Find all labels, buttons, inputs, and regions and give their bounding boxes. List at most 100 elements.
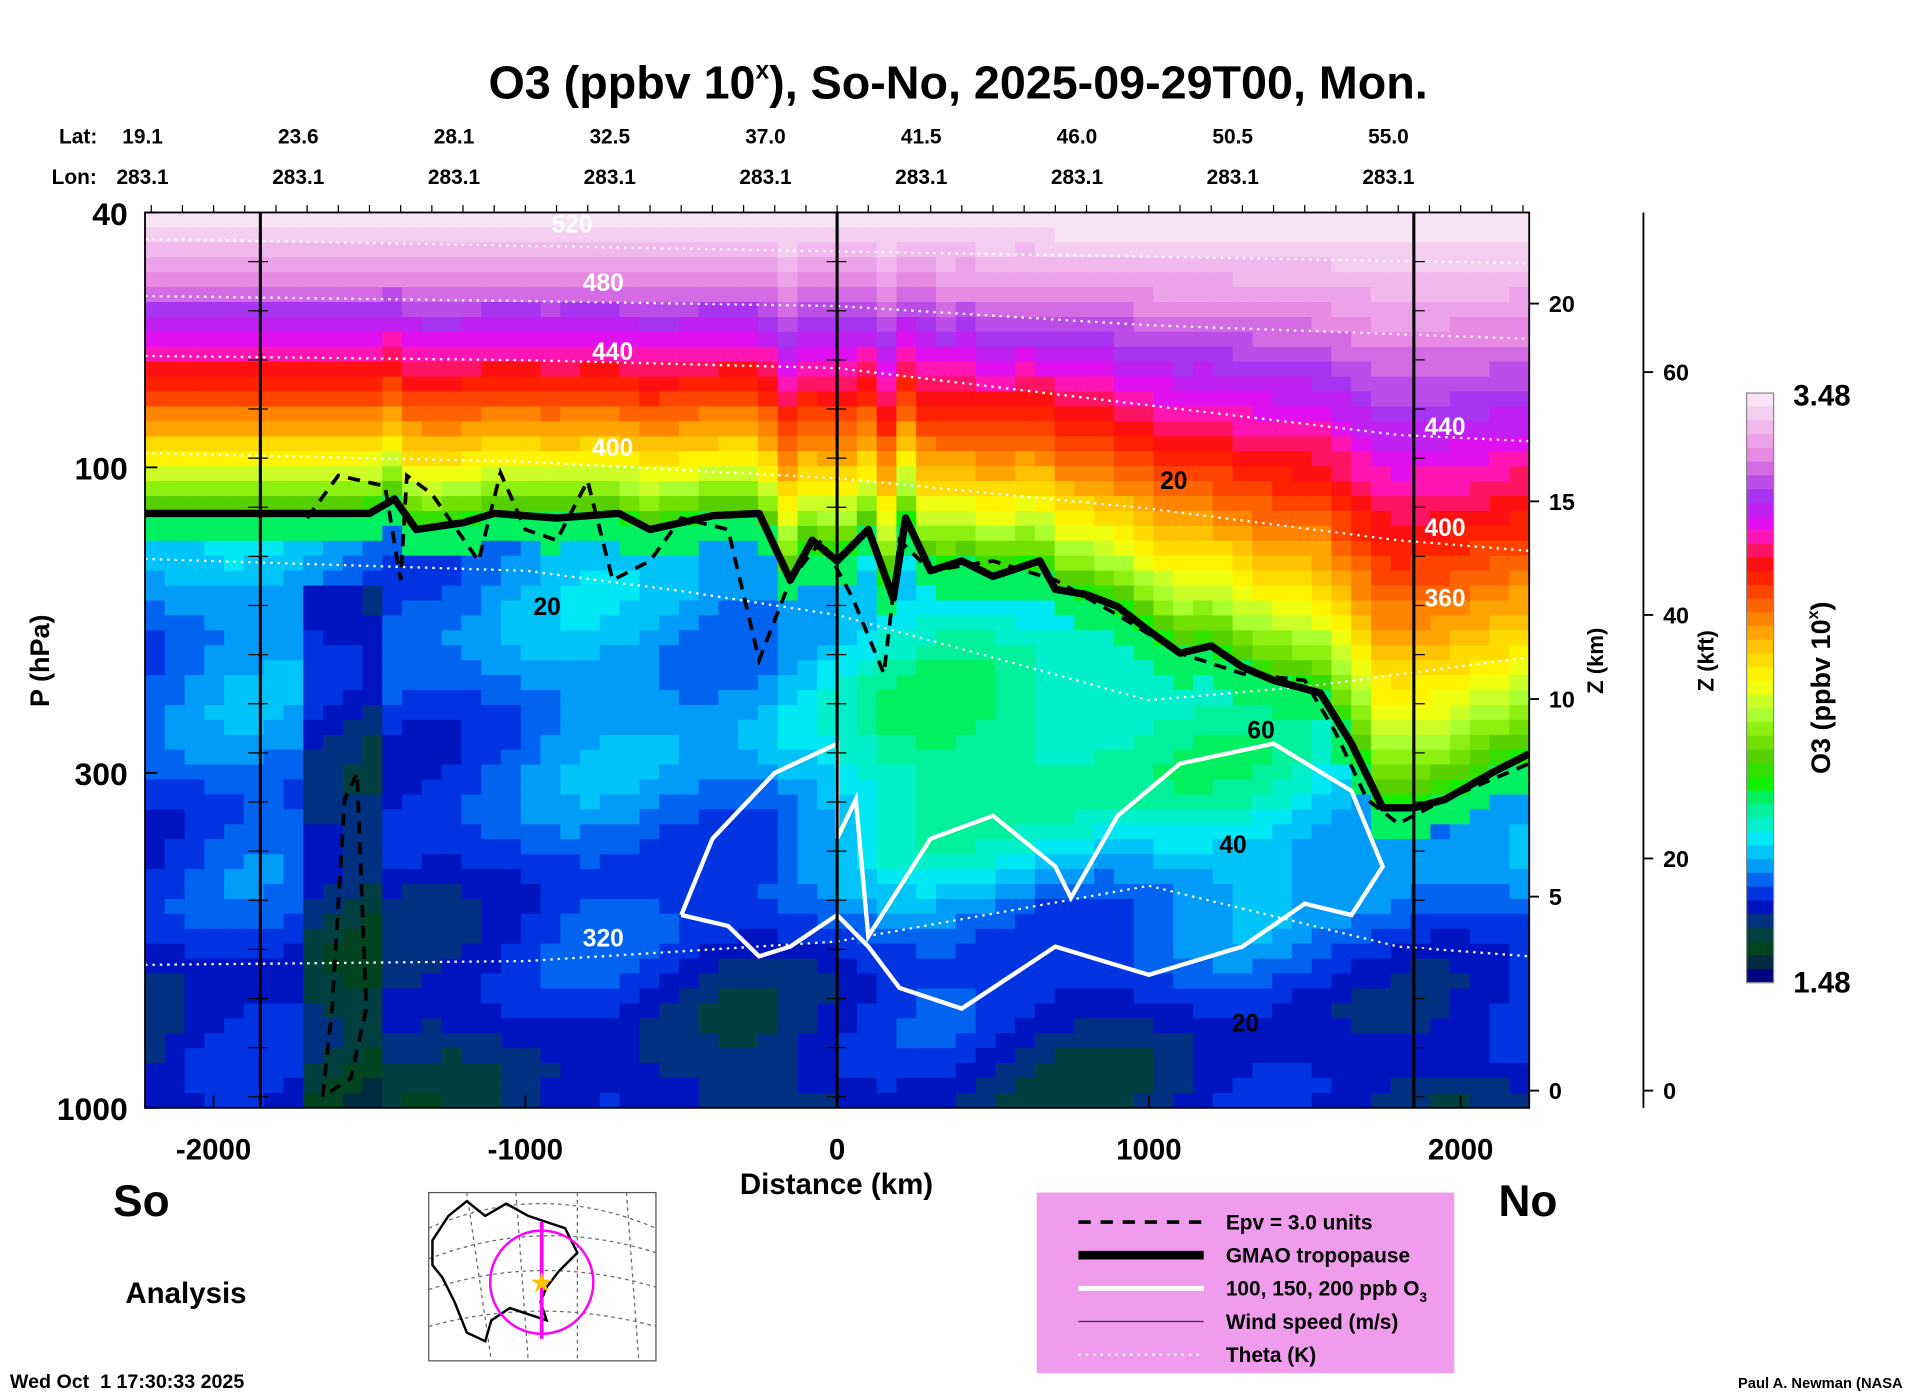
- field-cell: [758, 1048, 779, 1064]
- field-cell: [1430, 943, 1451, 960]
- field-cell: [837, 779, 858, 796]
- field-cell: [184, 421, 206, 437]
- field-cell: [1311, 496, 1333, 512]
- field-cell: [1489, 1003, 1511, 1020]
- field-cell: [402, 1003, 423, 1020]
- legend-label: Theta (K): [1226, 1344, 1316, 1367]
- field-cell: [1331, 376, 1352, 393]
- field-cell: [520, 361, 542, 378]
- field-cell: [1390, 884, 1412, 900]
- field-cell: [560, 973, 581, 990]
- field-cell: [1113, 1048, 1135, 1064]
- field-cell: [876, 764, 898, 781]
- field-cell: [362, 943, 384, 960]
- field-cell: [1015, 854, 1036, 870]
- field-cell: [995, 391, 1016, 408]
- field-cell: [935, 854, 957, 870]
- field-cell: [461, 481, 482, 497]
- field-cell: [1371, 302, 1392, 318]
- field-cell: [421, 555, 443, 572]
- location-map: ★: [428, 1191, 657, 1362]
- field-cell: [935, 958, 957, 975]
- field-cell: [1153, 302, 1175, 318]
- field-cell: [1450, 1077, 1471, 1094]
- field-cell: [975, 451, 997, 467]
- field-cell: [1153, 615, 1175, 632]
- field-cell: [184, 1048, 206, 1064]
- field-cell: [1450, 734, 1471, 751]
- field-cell: [1034, 421, 1056, 437]
- field-cell: [975, 1048, 997, 1064]
- field-cell: [1153, 525, 1175, 542]
- field-cell: [975, 1018, 997, 1034]
- field-cell: [856, 1048, 878, 1064]
- field-cell: [1054, 988, 1076, 1005]
- field-cell: [1509, 824, 1530, 840]
- field-cell: [896, 227, 917, 244]
- field-cell: [896, 898, 917, 915]
- field-cell: [1094, 406, 1115, 423]
- field-cell: [738, 734, 759, 751]
- theta-contour-520: [145, 237, 1530, 265]
- field-cell: [1390, 421, 1412, 437]
- field-cell: [975, 615, 997, 632]
- field-cell: [896, 779, 917, 796]
- field-cell: [659, 734, 680, 751]
- field-cell: [1351, 988, 1372, 1005]
- field-cell: [777, 794, 799, 811]
- field-cell: [1232, 869, 1254, 885]
- field-cell: [1469, 749, 1491, 766]
- field-cell: [876, 481, 898, 497]
- field-cell: [1509, 704, 1530, 721]
- field-cell: [382, 809, 403, 825]
- field-cell: [1094, 794, 1115, 811]
- field-cell: [441, 704, 463, 721]
- field-cell: [1193, 764, 1214, 781]
- field-cell: [995, 316, 1016, 333]
- field-cell: [975, 1033, 997, 1049]
- field-cell: [639, 1048, 660, 1064]
- field-cell: [145, 346, 166, 363]
- field-cell: [283, 764, 304, 781]
- field-cell: [1054, 406, 1076, 423]
- field-cell: [856, 779, 878, 796]
- field-cell: [204, 570, 225, 587]
- field-cell: [402, 913, 423, 930]
- field-cell: [1410, 287, 1432, 303]
- field-cell: [837, 1063, 858, 1079]
- field-cell: [678, 839, 700, 855]
- field-cell: [441, 481, 463, 497]
- field-cell: [837, 734, 858, 751]
- field-cell: [1054, 600, 1076, 617]
- field-cell: [500, 1092, 522, 1108]
- field-cell: [639, 1033, 660, 1049]
- field-cell: [1074, 734, 1095, 751]
- field-cell: [1489, 824, 1511, 840]
- field-cell: [698, 884, 720, 900]
- field-cell: [540, 1063, 562, 1079]
- field-cell: [1212, 884, 1234, 900]
- field-cell: [1074, 958, 1095, 975]
- field-cell: [1252, 884, 1273, 900]
- field-cell: [1489, 1063, 1511, 1079]
- field-cell: [461, 645, 482, 661]
- field-cell: [659, 361, 680, 378]
- field-cell: [382, 749, 403, 766]
- field-cell: [817, 1003, 838, 1020]
- field-cell: [184, 794, 206, 811]
- field-cell: [678, 376, 700, 393]
- field-cell: [1074, 630, 1095, 646]
- field-cell: [995, 510, 1016, 527]
- field-cell: [204, 436, 225, 452]
- field-cell: [797, 1077, 819, 1094]
- field-cell: [1410, 913, 1432, 930]
- field-cell: [975, 540, 997, 557]
- field-cell: [1311, 406, 1333, 423]
- field-cell: [639, 749, 660, 766]
- field-cell: [322, 1033, 344, 1049]
- field-cell: [382, 287, 403, 303]
- field-cell: [1034, 660, 1056, 676]
- field-cell: [1469, 481, 1491, 497]
- field-cell: [1291, 257, 1313, 273]
- field-cell: [1193, 630, 1214, 646]
